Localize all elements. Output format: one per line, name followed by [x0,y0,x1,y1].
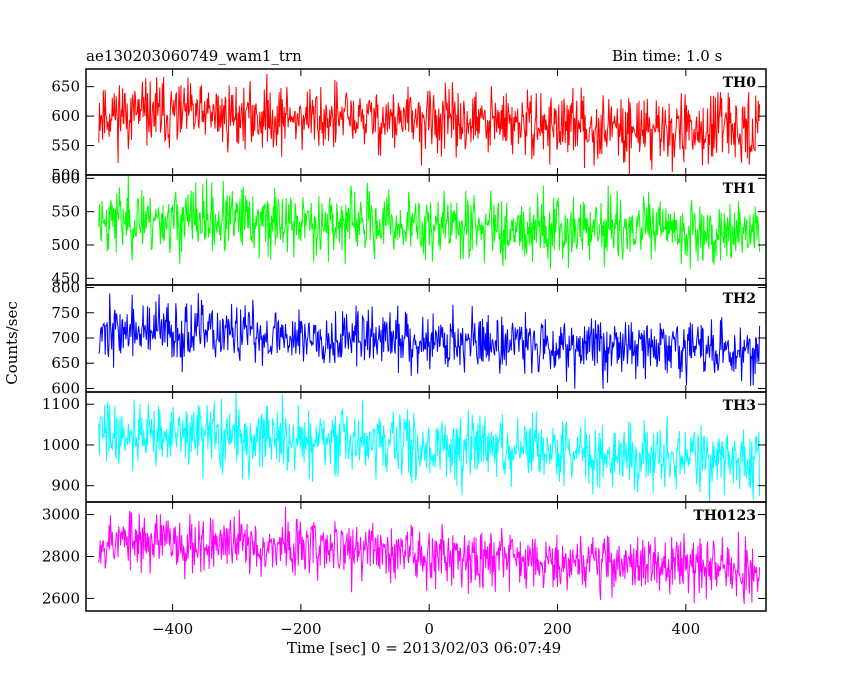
y-tick-label: 550 [51,137,80,155]
y-tick-label: 600 [51,379,80,397]
y-axis-label: Counts/sec [3,301,21,385]
bin-time-label: Bin time: 1.0 s [612,47,722,65]
panel-label: TH0123 [693,508,756,524]
y-tick-label: 550 [51,203,80,221]
panel-label: TH3 [723,398,756,414]
x-tick-label: −400 [152,620,193,638]
panel-label: TH2 [723,291,756,307]
y-tick-label: 800 [51,279,80,297]
x-tick-label: 200 [543,620,572,638]
series-line-th0 [98,73,761,175]
y-tick-label: 750 [51,304,80,322]
y-tick-label: 1100 [42,395,80,413]
y-tick-label: 600 [51,107,80,125]
panel-label: TH1 [723,181,756,197]
y-tick-label: 500 [51,166,80,184]
y-tick-label: 650 [51,78,80,96]
x-axis-label: Time [sec] 0 = 2013/02/03 06:07:49 [287,639,561,657]
chart-title: ae130203060749_wam1_trn [86,47,302,65]
x-tick-label: 400 [671,620,700,638]
y-tick-label: 650 [51,354,80,372]
y-tick-label: 700 [51,329,80,347]
series-line-th1 [98,175,761,270]
x-tick-label: −200 [280,620,321,638]
series-line-th3 [98,392,761,502]
y-tick-label: 450 [51,269,80,287]
y-tick-label: 900 [51,477,80,495]
y-tick-label: 500 [51,236,80,254]
panel-th0123: 2600 2800 3000 TH0123 [42,501,767,612]
panel-th2: 600 650 700 750 800 TH2 [51,279,767,397]
y-tick-label: 600 [51,169,80,187]
y-tick-label: 1000 [42,436,80,454]
y-tick-label: 2800 [42,548,80,566]
x-tick-label: 0 [424,620,434,638]
y-tick-label: 2600 [42,589,80,607]
y-tick-label: 3000 [42,506,80,524]
panels-group: 500 550 600 650 TH0 450 500 550 600 TH1 600 650 700 7… [42,68,767,638]
series-line-th0123 [98,506,761,605]
panel-label: TH0 [723,75,757,91]
panel-th1: 450 500 550 600 TH1 [51,169,767,287]
series-line-th2 [98,292,761,389]
